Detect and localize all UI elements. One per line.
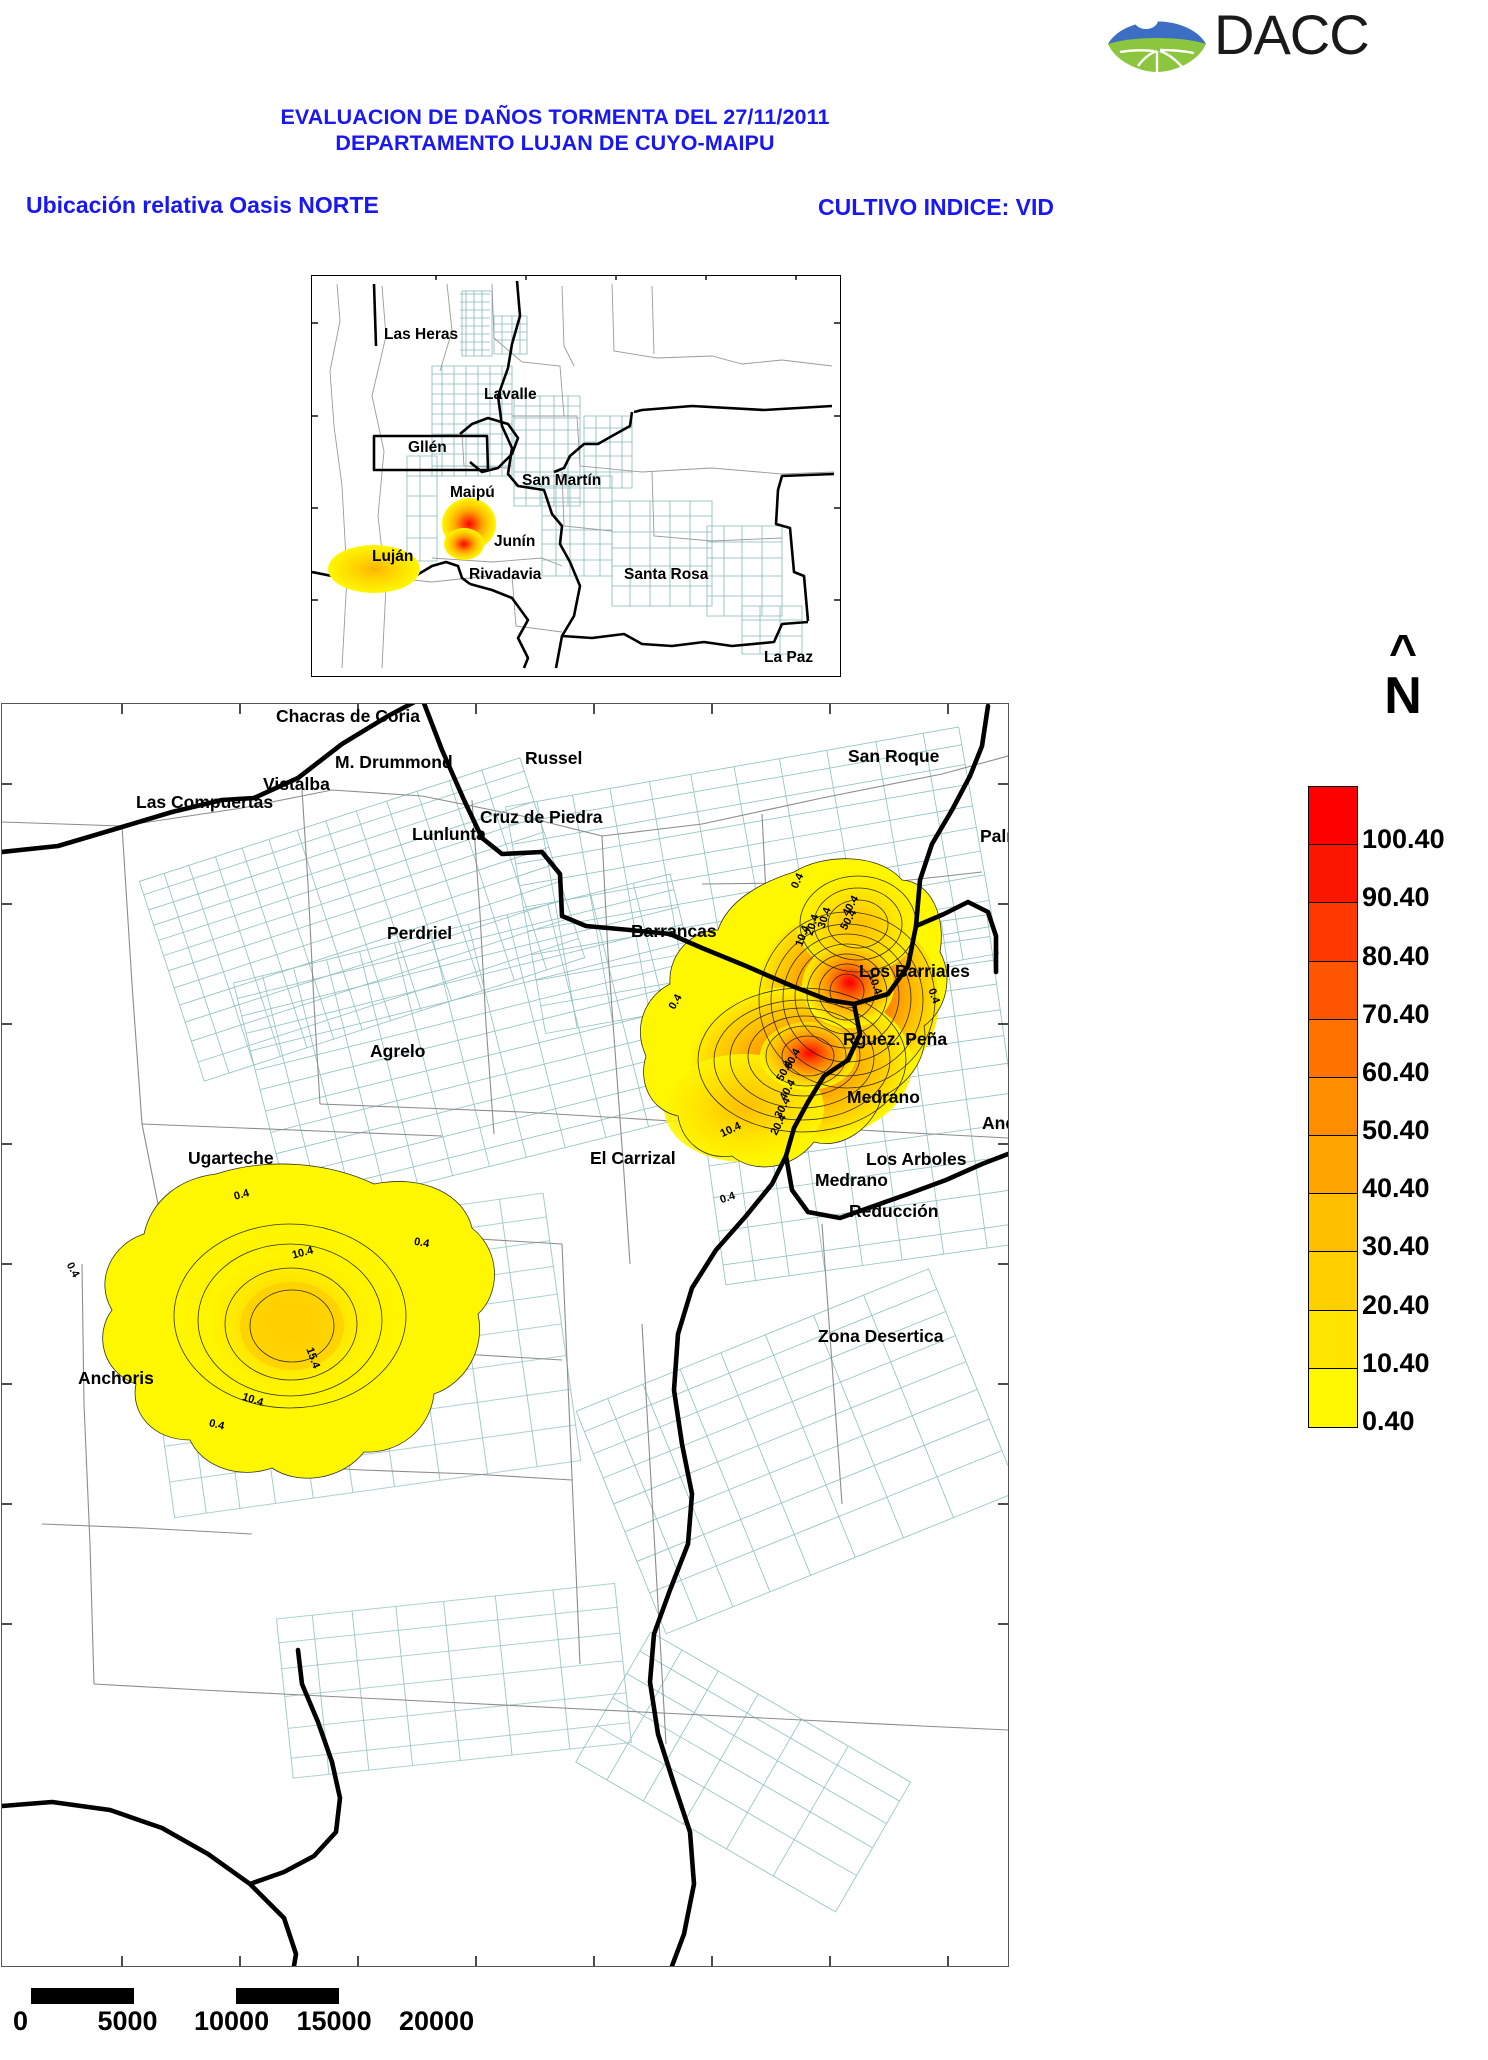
map-label-cruz-de-piedra: Cruz de Piedra xyxy=(480,807,603,827)
map-label-ugarteche: Ugarteche xyxy=(188,1148,274,1168)
scale-bar-tick-label: 15000 xyxy=(296,2006,372,2036)
scale-bar-tick-label: 10000 xyxy=(194,2006,270,2036)
legend-swatch xyxy=(1309,1077,1357,1137)
inset-label-luj-n: Luján xyxy=(372,548,414,565)
legend-swatch xyxy=(1309,1019,1357,1078)
map-label-palmira: Palmira xyxy=(980,826,1008,846)
damage-field-west xyxy=(102,1163,495,1479)
inset-label-san-mart-n: San Martín xyxy=(522,472,602,489)
map-label-chacras-de-coria: Chacras de Coria xyxy=(276,706,420,726)
legend-label: 70.40 xyxy=(1362,998,1430,1029)
damage-field-east xyxy=(640,858,948,1168)
inset-label-gll-n: Gllén xyxy=(408,439,447,456)
legend-label: 90.40 xyxy=(1362,882,1430,913)
inset-label-rivadavia: Rivadavia xyxy=(469,566,542,583)
legend-colorbar[interactable] xyxy=(1308,786,1358,1428)
legend-swatch xyxy=(1309,1194,1357,1253)
legend-label: 30.40 xyxy=(1362,1231,1430,1262)
scale-bar-tick-label: 5000 xyxy=(97,2006,158,2036)
scale-bar-segment xyxy=(236,1988,339,2004)
map-label-vistalba: Vistalba xyxy=(263,774,330,794)
legend-swatch xyxy=(1309,1136,1357,1195)
dacc-logo: DACC xyxy=(1102,3,1482,76)
map-label-los-barriales: Los Barriales xyxy=(859,961,970,981)
scale-bar-tick-label: 20000 xyxy=(399,2006,475,2036)
legend-label: 60.40 xyxy=(1362,1056,1430,1087)
north-arrow-label: N xyxy=(1384,667,1422,725)
map-label-medrano: Medrano xyxy=(815,1170,888,1190)
map-label-russel: Russel xyxy=(525,748,583,768)
map-label-barrancas: Barrancas xyxy=(631,921,717,941)
legend-swatch xyxy=(1309,787,1357,846)
legend-label: 100.40 xyxy=(1362,824,1445,855)
page-title-line1: EVALUACION DE DAÑOS TORMENTA DEL 27/11/2… xyxy=(280,105,830,129)
scale-bar-segment xyxy=(133,1988,236,2004)
map-label-rguez-pe-a: Rguez. Peña xyxy=(843,1029,948,1049)
map-label-lunlunta: Lunlunta xyxy=(412,824,486,844)
subtitle-location: Ubicación relativa Oasis NORTE xyxy=(26,192,379,218)
inset-label-maip-: Maipú xyxy=(450,484,495,501)
legend-label: 40.40 xyxy=(1362,1173,1430,1204)
scale-bar xyxy=(31,1988,441,2004)
map-label-las-compuertas: Las Compuertas xyxy=(136,792,274,812)
inset-label-jun-n: Junín xyxy=(494,533,536,550)
legend-swatch xyxy=(1309,1310,1357,1369)
map-label-el-carrizal: El Carrizal xyxy=(590,1148,676,1168)
main-map-graphics xyxy=(2,704,1008,1966)
legend-label: 20.40 xyxy=(1362,1289,1430,1320)
map-label-reducci-n: Reducción xyxy=(849,1201,939,1221)
legend-label: 80.40 xyxy=(1362,940,1430,971)
map-label-anchoris: Anchoris xyxy=(78,1368,154,1388)
map-label-m-drummond: M. Drummond xyxy=(335,752,453,772)
legend-tick-labels: 100.40 90.40 80.40 70.40 60.40 50.40 40.40 30.4… xyxy=(1362,786,1482,1446)
map-label-andrade: Andrade xyxy=(982,1113,1008,1133)
dacc-dome-leaf-logo xyxy=(1102,6,1212,72)
page-title: EVALUACION DE DAÑOS TORMENTA DEL 27/11/2… xyxy=(0,104,1110,156)
legend-swatch xyxy=(1309,903,1357,962)
map-label-san-roque: San Roque xyxy=(848,746,940,766)
scale-bar-segment xyxy=(338,1988,441,2004)
legend-label: 50.40 xyxy=(1362,1115,1430,1146)
north-arrow: ^ N xyxy=(1368,626,1438,725)
map-label-los-arboles: Los Arboles xyxy=(866,1149,967,1169)
map-label-perdriel: Perdriel xyxy=(387,923,453,943)
page-title-line2: DEPARTAMENTO LUJAN DE CUYO-MAIPU xyxy=(335,131,775,155)
contour-label: 0.4 xyxy=(413,1235,431,1251)
legend-swatch xyxy=(1309,1252,1357,1311)
legend-label: 0.40 xyxy=(1362,1406,1415,1436)
scale-bar-segment xyxy=(31,1988,134,2004)
inset-label-lavalle: Lavalle xyxy=(484,386,537,403)
inset-map-graphics xyxy=(312,276,840,669)
inset-label-santa-rosa: Santa Rosa xyxy=(624,566,709,583)
inset-label-las-heras: Las Heras xyxy=(384,326,459,343)
inset-label-la-paz: La Paz xyxy=(764,649,814,666)
legend-swatch xyxy=(1309,961,1357,1020)
subtitle-crop-index: CULTIVO INDICE: VID xyxy=(818,194,1054,220)
legend-swatch xyxy=(1309,845,1357,904)
main-damage-map[interactable]: Chacras de Coria M. Drummond Russel San Roq… xyxy=(1,703,1009,1967)
map-label-medrano: Medrano xyxy=(847,1087,920,1107)
map-label-zona-desertica: Zona Desertica xyxy=(818,1326,944,1346)
inset-overview-map[interactable]: Las Heras Lavalle Gllén San Martín Maipú Juní… xyxy=(311,275,841,677)
scale-bar-labels: 0 5000 10000 15000 20000 xyxy=(0,2006,520,2046)
legend-swatch xyxy=(1309,1368,1357,1427)
map-label-agrelo: Agrelo xyxy=(370,1041,426,1061)
logo-wordmark: DACC xyxy=(1214,3,1370,66)
legend-label: 10.40 xyxy=(1362,1347,1430,1378)
north-arrow-caret-icon: ^ xyxy=(1388,626,1418,679)
scale-bar-tick-label: 0 xyxy=(13,2006,29,2036)
